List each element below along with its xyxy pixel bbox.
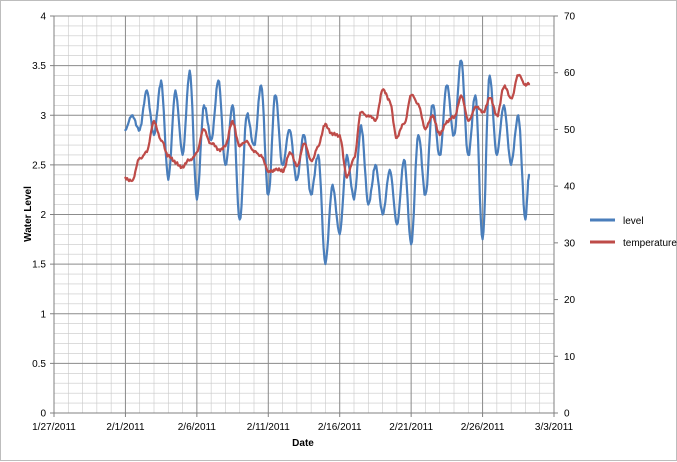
y-tick-label: 1.5 [32, 260, 46, 271]
y2-tick-label: 0 [564, 409, 570, 420]
tick-labels: 00.511.522.533.540102030405060701/27/201… [32, 12, 575, 434]
y-tick-label: 3.5 [32, 61, 46, 72]
y2-tick-label: 10 [564, 352, 576, 363]
y-axis-title: Water Level [23, 186, 34, 242]
axes [50, 15, 558, 417]
legend: level temperature [590, 216, 677, 249]
x-tick-label: 2/11/2011 [247, 422, 290, 433]
x-tick-label: 2/26/2011 [461, 422, 505, 433]
x-tick-label: 2/6/2011 [178, 422, 217, 433]
y-tick-label: 3 [40, 111, 46, 122]
legend-label-level: level [623, 216, 644, 227]
series-group [124, 59, 531, 266]
x-tick-label: 1/27/2011 [32, 422, 76, 433]
x-tick-label: 2/1/2011 [106, 422, 145, 433]
x-tick-label: 2/21/2011 [389, 422, 433, 433]
y-tick-label: 0 [40, 409, 46, 420]
y-tick-label: 2.5 [32, 160, 46, 171]
y2-tick-label: 70 [564, 12, 576, 23]
x-tick-label: 2/16/2011 [318, 422, 362, 433]
y-tick-label: 4 [40, 12, 46, 23]
y-tick-label: 0.5 [32, 359, 46, 370]
y2-tick-label: 40 [564, 182, 576, 193]
y2-tick-label: 50 [564, 125, 576, 136]
grid [53, 15, 555, 414]
legend-label-temperature: temperature [623, 238, 677, 249]
y2-tick-label: 60 [564, 68, 576, 79]
x-axis-title: Date [292, 438, 314, 449]
x-tick-label: 3/3/2011 [535, 422, 574, 433]
series-line-temperature [124, 73, 531, 183]
y-tick-label: 2 [40, 210, 46, 221]
y2-tick-label: 30 [564, 238, 576, 249]
y2-tick-label: 20 [564, 295, 576, 306]
y-tick-label: 1 [40, 309, 46, 320]
